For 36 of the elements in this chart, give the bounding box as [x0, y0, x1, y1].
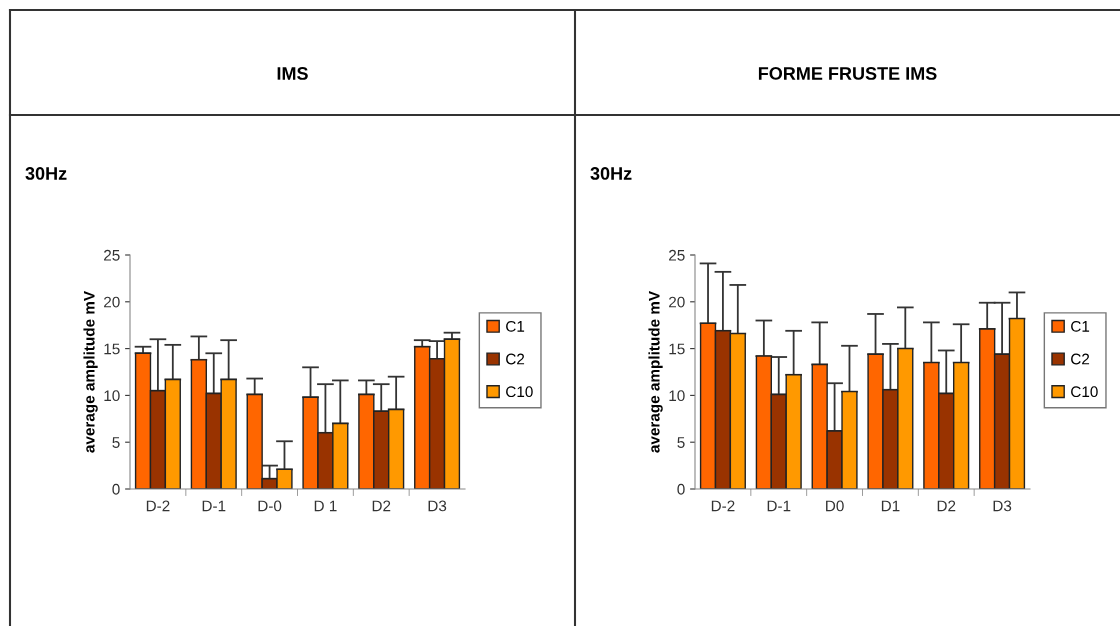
y-tick-label: 25 [104, 249, 120, 261]
y-axis-title: average amplitude mV [83, 291, 98, 453]
x-tick-label: D-1 [767, 500, 791, 512]
legend-label: C1 [1071, 320, 1090, 332]
y-tick-label: 25 [669, 249, 685, 261]
x-tick-label: D-2 [146, 500, 170, 512]
x-tick-label: D3 [993, 500, 1012, 512]
y-tick-label: 5 [112, 437, 120, 448]
legend-label: C10 [1071, 386, 1098, 398]
x-tick-label: D-0 [258, 500, 282, 512]
x-tick-label: D2 [937, 500, 956, 512]
legend-label: C2 [1071, 353, 1090, 365]
y-axis-title: average amplitude mV [648, 291, 663, 453]
y-tick-label: 0 [112, 483, 120, 495]
y-tick-label: 15 [104, 343, 120, 355]
y-tick-label: 20 [104, 296, 120, 308]
chart-subtitle: 30Hz [25, 167, 67, 180]
legend-label: C1 [506, 320, 525, 332]
y-tick-label: 10 [104, 390, 120, 402]
y-tick-label: 10 [669, 390, 685, 402]
y-tick-label: 20 [669, 296, 685, 308]
y-tick-label: 15 [669, 343, 685, 355]
x-tick-label: D0 [826, 500, 844, 512]
x-tick-label: D-1 [202, 500, 226, 512]
legend-label: C2 [506, 353, 525, 365]
x-tick-label: D 1 [314, 500, 337, 512]
x-tick-label: D-2 [711, 500, 735, 512]
chart-title: FORME FRUSTE IMS [758, 67, 937, 80]
y-tick-label: 0 [677, 483, 685, 495]
chart-title: IMS [277, 67, 308, 80]
x-tick-label: D3 [428, 500, 447, 512]
x-tick-label: D2 [372, 500, 391, 512]
x-tick-label: D1 [881, 500, 900, 512]
chart-subtitle: 30Hz [590, 167, 632, 180]
legend-label: C10 [506, 386, 533, 398]
y-tick-label: 5 [677, 437, 685, 448]
